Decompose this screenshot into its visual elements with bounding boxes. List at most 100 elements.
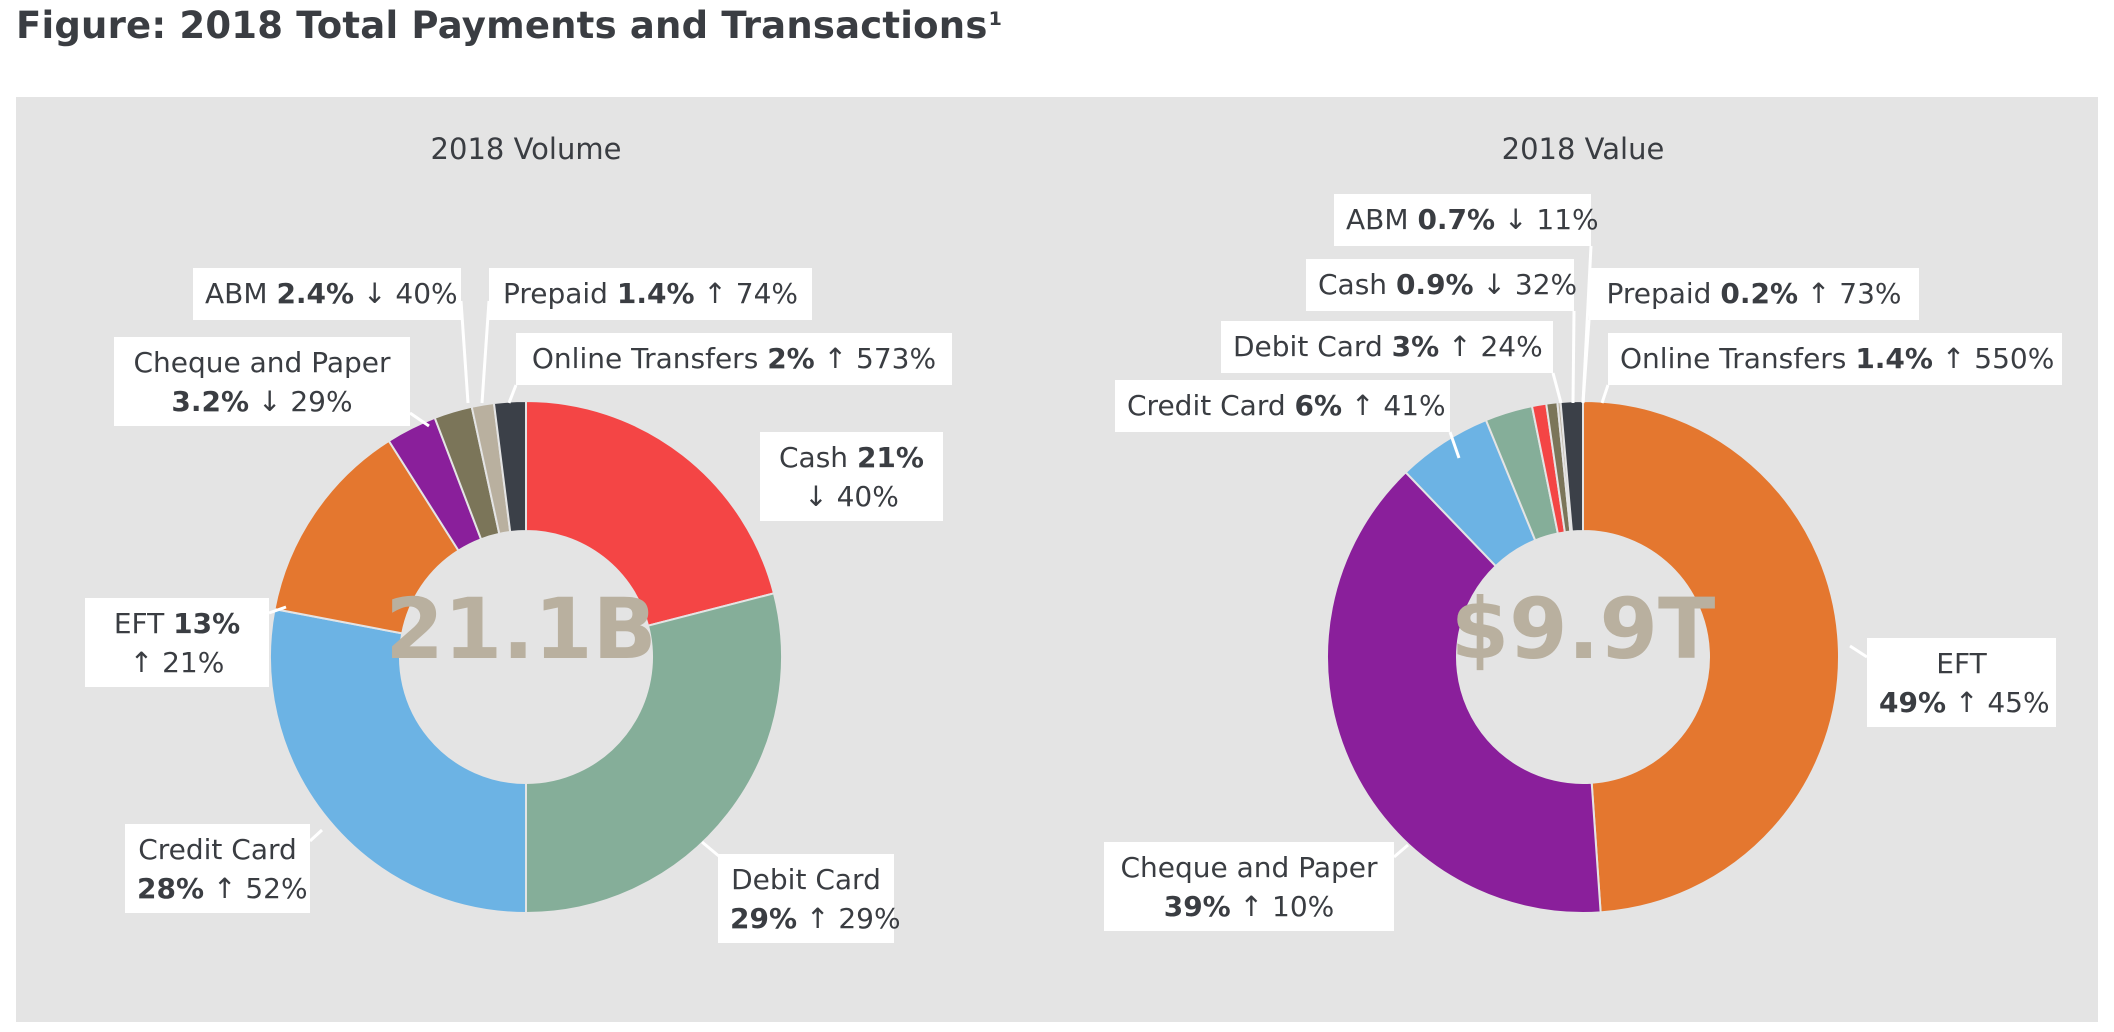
value-label-debit-card: Debit Card 3% ↑ 24%	[1221, 321, 1553, 373]
value-label-cheque-and-paper: Cheque and Paper 39% ↑ 10%	[1104, 842, 1394, 931]
value-donut	[1326, 399, 1840, 914]
value-donut-hole	[1457, 531, 1709, 783]
volume-label-eft: EFT 13% ↑ 21%	[85, 598, 269, 687]
slice-name: EFT	[113, 607, 165, 640]
arrow-up-icon: ↑	[1239, 890, 1273, 923]
slice-percent: 29%	[730, 902, 798, 935]
slice-name: Debit Card	[731, 863, 881, 896]
arrow-up-icon: ↑	[823, 342, 857, 375]
value-leader-cheque-and-paper	[1393, 843, 1409, 859]
slice-change: 32%	[1514, 268, 1578, 301]
arrow-down-icon: ↓	[1504, 203, 1537, 236]
value-leader-credit-card	[1448, 431, 1461, 459]
slice-change: 573%	[856, 342, 937, 375]
slice-change: 52%	[245, 872, 308, 905]
slice-change: 29%	[290, 385, 353, 418]
slice-change: 550%	[1974, 342, 2055, 375]
volume-donut	[269, 399, 783, 915]
slice-percent: 3%	[1391, 330, 1440, 363]
volume-label-cheque-and-paper: Cheque and Paper 3.2% ↓ 29%	[114, 337, 410, 426]
slice-name: ABM	[1346, 203, 1409, 236]
value-label-credit-card: Credit Card 6% ↑ 41%	[1115, 380, 1450, 432]
slice-percent: 39%	[1163, 890, 1231, 923]
arrow-up-icon: ↑	[212, 872, 246, 905]
arrow-down-icon: ↓	[1482, 268, 1515, 301]
volume-label-prepaid: Prepaid 1.4% ↑ 74%	[489, 268, 812, 320]
volume-label-debit-card: Debit Card 29% ↑ 29%	[718, 854, 901, 943]
arrow-up-icon: ↑	[129, 646, 163, 679]
volume-leader-online-transfers	[507, 384, 518, 404]
volume-slice-debit-card	[525, 592, 783, 915]
arrow-down-icon: ↓	[363, 277, 396, 310]
arrow-down-icon: ↓	[804, 480, 837, 513]
slice-percent: 0.9%	[1395, 268, 1474, 301]
slice-percent: 1.4%	[616, 277, 695, 310]
volume-label-credit-card: Credit Card 28% ↑ 52%	[125, 824, 310, 913]
slice-percent: 13%	[173, 607, 241, 640]
volume-label-online-transfers: Online Transfers 2% ↑ 573%	[516, 333, 952, 385]
slice-change: 24%	[1480, 330, 1543, 363]
volume-leader-credit-card	[308, 828, 324, 843]
value-label-abm: ABM 0.7% ↓ 11%	[1334, 194, 1599, 246]
volume-leader-eft	[268, 605, 287, 615]
slice-name: EFT	[1936, 647, 1987, 680]
value-label-eft: EFT 49% ↑ 45%	[1867, 638, 2056, 727]
slice-percent: 0.2%	[1720, 277, 1799, 310]
slice-percent: 0.7%	[1417, 203, 1496, 236]
arrow-up-icon: ↑	[1806, 277, 1840, 310]
slice-name: Credit Card	[1127, 389, 1286, 422]
value-leader-prepaid	[1581, 319, 1591, 404]
value-leader-online-transfers	[1600, 384, 1610, 404]
title-footnote-mark: 1	[988, 7, 1002, 30]
slice-name: Cash	[1318, 268, 1388, 301]
chart-panel: 2018 Volume 2018 Value 21.1B $9.9T Cash …	[16, 97, 2098, 1022]
value-leader-eft	[1849, 644, 1868, 659]
slice-name: Prepaid	[1606, 277, 1712, 310]
slice-percent: 28%	[137, 872, 205, 905]
volume-label-cash: Cash 21% ↓ 40%	[760, 432, 943, 521]
slice-percent: 49%	[1879, 686, 1947, 719]
slice-change: 29%	[838, 902, 901, 935]
slice-name: Online Transfers	[531, 342, 759, 375]
slice-change: 40%	[836, 480, 899, 513]
arrow-up-icon: ↑	[1954, 686, 1988, 719]
volume-leader-cheque-and-paper	[409, 411, 430, 428]
volume-donut-hole	[400, 531, 652, 783]
volume-leader-abm	[459, 300, 470, 404]
page-title: Figure: 2018 Total Payments and Transact…	[16, 4, 1002, 47]
slice-change: 10%	[1272, 890, 1335, 923]
slice-change: 21%	[162, 646, 225, 679]
volume-leader-prepaid	[480, 300, 491, 404]
value-label-cash: Cash 0.9% ↓ 32%	[1306, 259, 1578, 311]
slice-change: 41%	[1383, 389, 1446, 422]
slice-change: 73%	[1839, 277, 1902, 310]
slice-name: Credit Card	[138, 833, 297, 866]
arrow-up-icon: ↑	[1350, 389, 1384, 422]
value-label-prepaid: Prepaid 0.2% ↑ 73%	[1589, 268, 1919, 320]
value-leader-cash	[1571, 310, 1576, 404]
volume-chart-title: 2018 Volume	[431, 132, 622, 166]
slice-percent: 6%	[1294, 389, 1343, 422]
slice-name: Cheque and Paper	[1120, 851, 1378, 884]
slice-name: Online Transfers	[1620, 342, 1847, 375]
slice-name: Prepaid	[502, 277, 608, 310]
value-label-online-transfers: Online Transfers 1.4% ↑ 550%	[1608, 333, 2062, 385]
arrow-down-icon: ↓	[257, 385, 291, 418]
chart-svg: 2018 Volume 2018 Value 21.1B $9.9T	[268, 132, 1868, 915]
slice-name: Cash	[779, 441, 849, 474]
slice-change: 11%	[1536, 203, 1599, 236]
volume-center-label: 21.1B	[385, 580, 656, 678]
arrow-up-icon: ↑	[1448, 330, 1481, 363]
slice-percent: 2%	[767, 342, 815, 375]
slice-name: Debit Card	[1233, 330, 1383, 363]
slice-name: Cheque and Paper	[133, 346, 391, 379]
arrow-up-icon: ↑	[1941, 342, 1975, 375]
slice-change: 74%	[735, 277, 799, 310]
slice-name: ABM	[205, 277, 268, 310]
slice-percent: 1.4%	[1855, 342, 1933, 375]
volume-leader-debit-card	[701, 840, 721, 859]
value-center-label: $9.9T	[1451, 580, 1716, 678]
value-leader-debit-card	[1551, 372, 1563, 404]
arrow-up-icon: ↑	[805, 902, 839, 935]
value-chart-title: 2018 Value	[1502, 132, 1665, 166]
